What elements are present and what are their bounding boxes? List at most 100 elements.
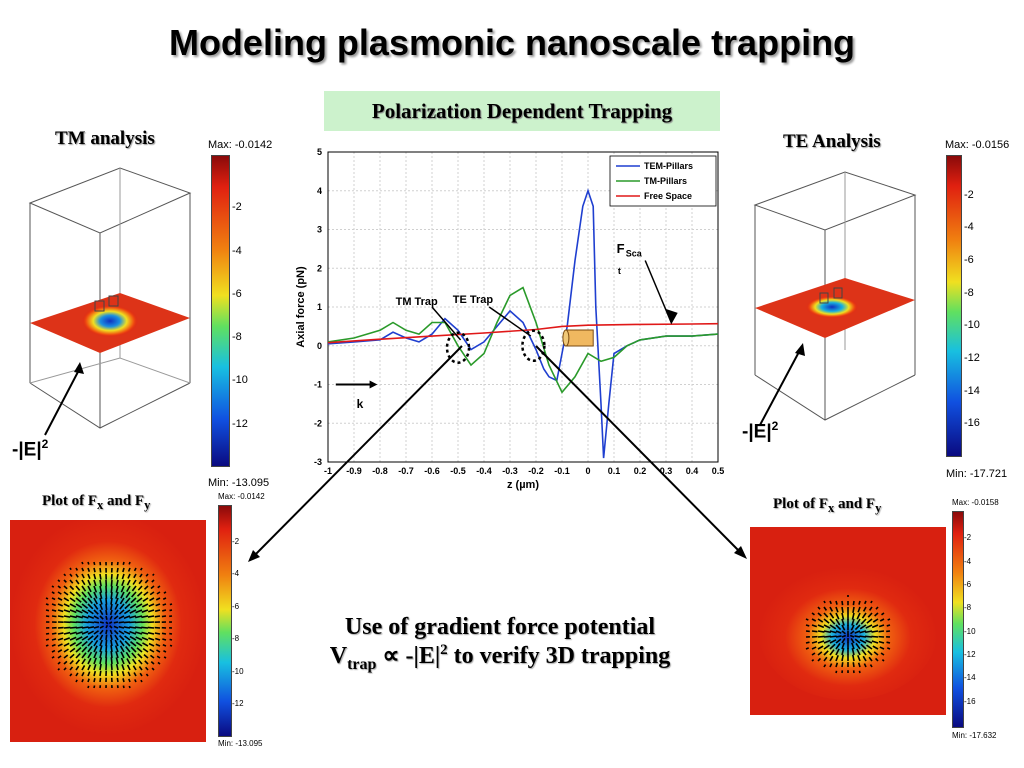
force-vector — [87, 603, 94, 610]
force-vector — [823, 639, 831, 644]
force-vector — [57, 668, 61, 671]
tm-force-colorbar-tick: -4 — [232, 569, 240, 579]
force-vector — [110, 650, 113, 659]
force-vector — [855, 642, 861, 650]
force-vector — [99, 603, 104, 611]
force-vector — [51, 643, 56, 647]
force-vector — [69, 642, 77, 647]
force-vector — [87, 626, 95, 629]
y-tick-label: -2 — [314, 418, 322, 428]
force-vector — [169, 603, 173, 606]
x-tick-label: -0.2 — [528, 466, 544, 476]
force-vector — [835, 638, 842, 644]
force-vector — [131, 585, 137, 592]
force-vector — [135, 615, 143, 619]
fscat-arrowhead — [666, 308, 678, 325]
force-vector — [811, 624, 818, 628]
tm-force-colorbar-max: Max: -0.0142 — [218, 492, 265, 501]
force-vector — [63, 573, 67, 577]
force-vector — [154, 615, 161, 618]
force-vector — [881, 612, 885, 616]
x-tick-label: -0.9 — [346, 466, 362, 476]
force-vector — [81, 579, 86, 586]
force-vector — [75, 631, 83, 635]
force-vector — [87, 591, 93, 599]
force-vector — [823, 644, 830, 650]
te-colorbar-tick: -16 — [964, 417, 980, 430]
force-vector — [75, 647, 82, 653]
fscat-pointer — [644, 260, 672, 323]
force-vector — [152, 573, 155, 577]
force-vector — [63, 609, 71, 613]
force-vector — [156, 655, 161, 659]
force-vector — [128, 561, 131, 565]
force-vector — [87, 615, 95, 620]
force-vector — [859, 624, 867, 630]
force-vector — [87, 640, 94, 647]
force-vector — [81, 640, 88, 647]
force-vector — [835, 606, 839, 613]
force-vector — [51, 597, 56, 601]
force-vector — [860, 618, 867, 625]
force-vector — [99, 625, 104, 629]
force-vector — [69, 579, 74, 584]
force-vector — [63, 626, 71, 629]
force-vector — [133, 567, 137, 572]
force-vector — [147, 631, 155, 635]
force-vector — [856, 648, 861, 656]
force-vector — [144, 579, 149, 584]
force-vector — [879, 618, 885, 622]
force-vector — [63, 585, 68, 590]
force-vector — [105, 624, 109, 629]
force-vector — [864, 630, 873, 634]
force-vector — [133, 573, 137, 579]
force-vector — [69, 585, 75, 591]
force-vector — [823, 630, 832, 634]
force-vector — [162, 597, 167, 600]
force-vector — [121, 579, 125, 587]
force-vector — [866, 618, 873, 624]
force-vector — [63, 631, 71, 635]
force-vector — [75, 615, 83, 619]
force-vector — [93, 561, 96, 566]
force-vector — [121, 664, 125, 671]
force-vector — [835, 635, 842, 638]
force-vector — [57, 643, 63, 647]
force-vector — [811, 640, 818, 644]
te-field-arrow — [759, 343, 805, 426]
y-tick-label: 5 — [317, 147, 322, 157]
force-vector — [63, 642, 70, 647]
force-vector — [45, 632, 50, 635]
force-vector — [114, 597, 119, 605]
force-vector — [115, 657, 119, 665]
force-vector — [63, 597, 70, 602]
force-vector — [75, 567, 79, 571]
force-vector — [45, 609, 50, 612]
force-vector — [874, 657, 879, 662]
force-vector — [878, 630, 885, 633]
force-vector — [63, 660, 68, 665]
force-vector — [829, 606, 834, 612]
force-vector — [873, 651, 879, 656]
force-vector — [867, 612, 873, 618]
force-vector — [865, 639, 873, 644]
force-vector — [139, 567, 143, 571]
force-vector — [829, 639, 837, 644]
force-vector — [144, 660, 149, 665]
force-vector — [149, 648, 155, 653]
force-vector — [93, 634, 99, 641]
force-vector — [116, 567, 119, 573]
force-vector — [121, 573, 125, 580]
force-vector — [87, 609, 94, 615]
force-vector — [811, 646, 817, 650]
force-vector — [130, 597, 137, 604]
force-vector — [823, 600, 826, 604]
tm-force-plot-heading: Plot of Fx and Fy — [42, 493, 151, 512]
tm-3d-field-plot — [28, 167, 192, 429]
tm-colorbar-tick: -4 — [232, 244, 242, 257]
force-vector — [162, 644, 167, 647]
force-vector — [131, 591, 137, 598]
force-vector — [817, 635, 825, 638]
force-vector — [69, 673, 73, 677]
force-vector — [75, 585, 81, 591]
